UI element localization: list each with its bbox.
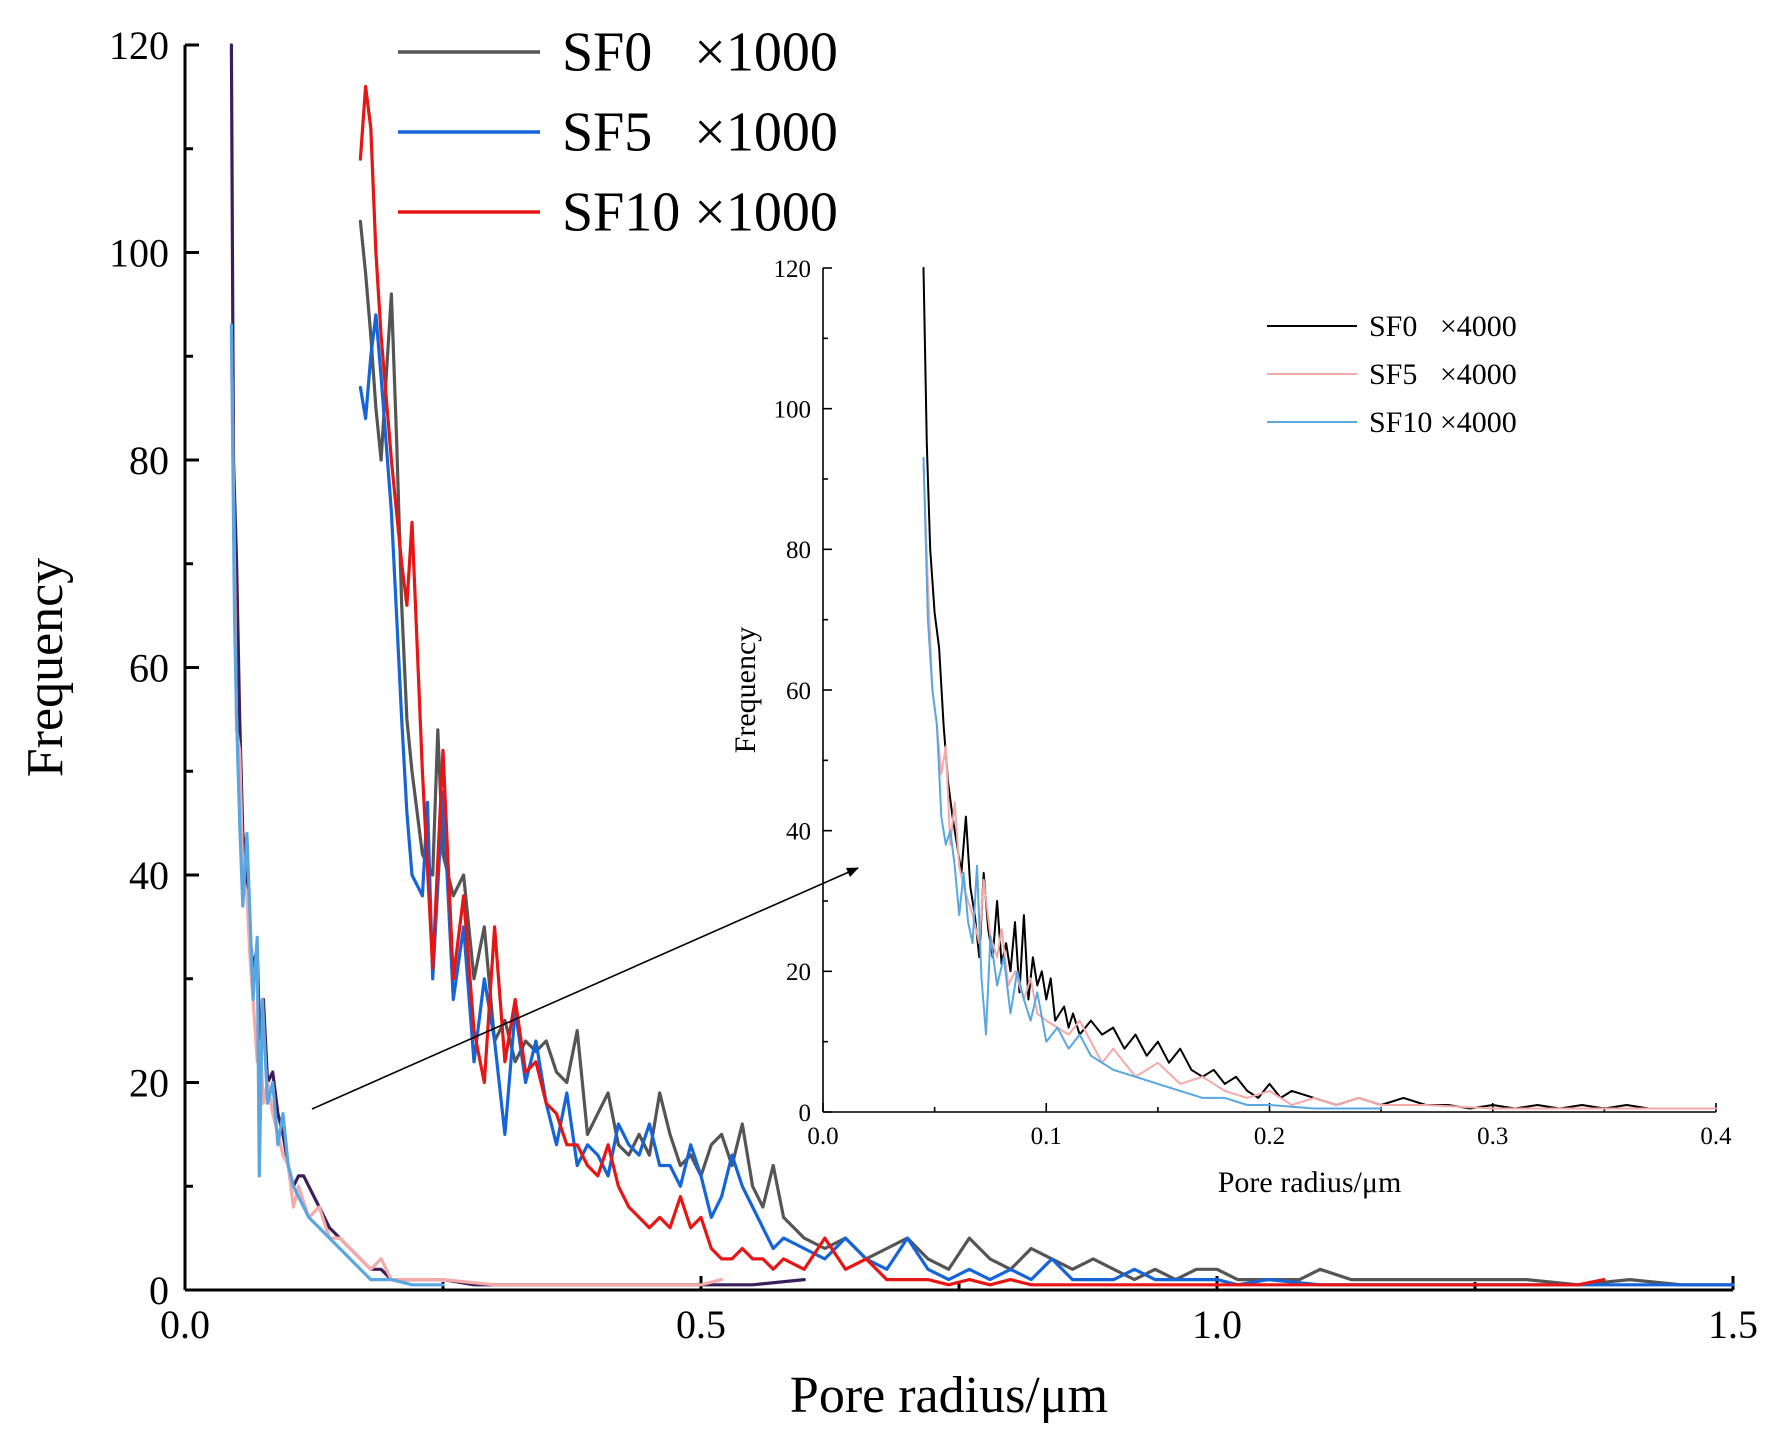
inset-legend-label: SF5 ×4000 [1369,358,1517,391]
main-y-tick-label: 0 [149,1268,169,1313]
main-series-line-5 [229,323,445,1287]
inset-x-tick-label: 0.3 [1477,1123,1508,1150]
inset-legend-label: SF0 ×4000 [1369,310,1517,343]
inset-y-tick-label: 20 [786,959,811,986]
inset-series-line-2 [922,456,1383,1110]
main-series-line-2 [358,84,1606,1287]
inset-series-line-1 [922,463,1717,1110]
inset-y-tick-label: 120 [774,256,812,283]
main-x-tick-label: 1.5 [1708,1302,1758,1347]
inset-x-axis-label: Pore radius/μm [1218,1166,1402,1199]
inset-x-tick-label: 0.0 [807,1123,838,1150]
inset-y-axis-label: Frequency [729,627,762,754]
main-x-tick-label: 1.0 [1192,1302,1242,1347]
inset-x-tick-label: 0.4 [1700,1123,1732,1150]
main-y-tick-label: 80 [129,438,169,483]
inset-y-tick-label: 80 [786,537,811,564]
main-series-line-4 [229,333,724,1287]
inset-y-tick-label: 100 [774,396,812,423]
main-y-tick-label: 60 [129,646,169,691]
main-y-tick-label: 120 [109,23,169,68]
inset-y-tick-label: 40 [786,818,811,845]
inset-x-tick-label: 0.2 [1254,1123,1285,1150]
main-x-axis-label: Pore radius/μm [790,1367,1108,1424]
main-x-tick-label: 0.5 [676,1302,726,1347]
main-y-tick-label: 20 [129,1061,169,1106]
main-legend-label: SF0 ×1000 [562,21,838,83]
inset-x-tick-label: 0.1 [1031,1123,1062,1150]
main-y-tick-label: 100 [109,231,169,276]
inset-legend-label: SF10 ×4000 [1369,406,1517,439]
main-legend-label: SF10 ×1000 [562,181,838,243]
zoom-arrow [311,867,859,1110]
inset-y-tick-label: 0 [799,1100,812,1127]
inset-y-tick-label: 60 [786,678,811,705]
inset-chart: 0 20 40 60 80 100 120 0.0 0.1 0.2 0.3 0.4 Pore radiu… [729,256,1732,1199]
main-x-tick-label: 0.0 [160,1302,210,1347]
main-y-tick-label: 40 [129,853,169,898]
main-chart: 0 20 40 60 80 100 120 0.0 0.5 1.0 1.5 Pore radius/μ… [17,21,1758,1424]
inset-series-line-0 [922,267,1717,1110]
main-y-axis-label: Frequency [17,558,74,777]
main-series-line-1 [358,313,1735,1287]
main-legend-label: SF5 ×1000 [562,101,838,163]
